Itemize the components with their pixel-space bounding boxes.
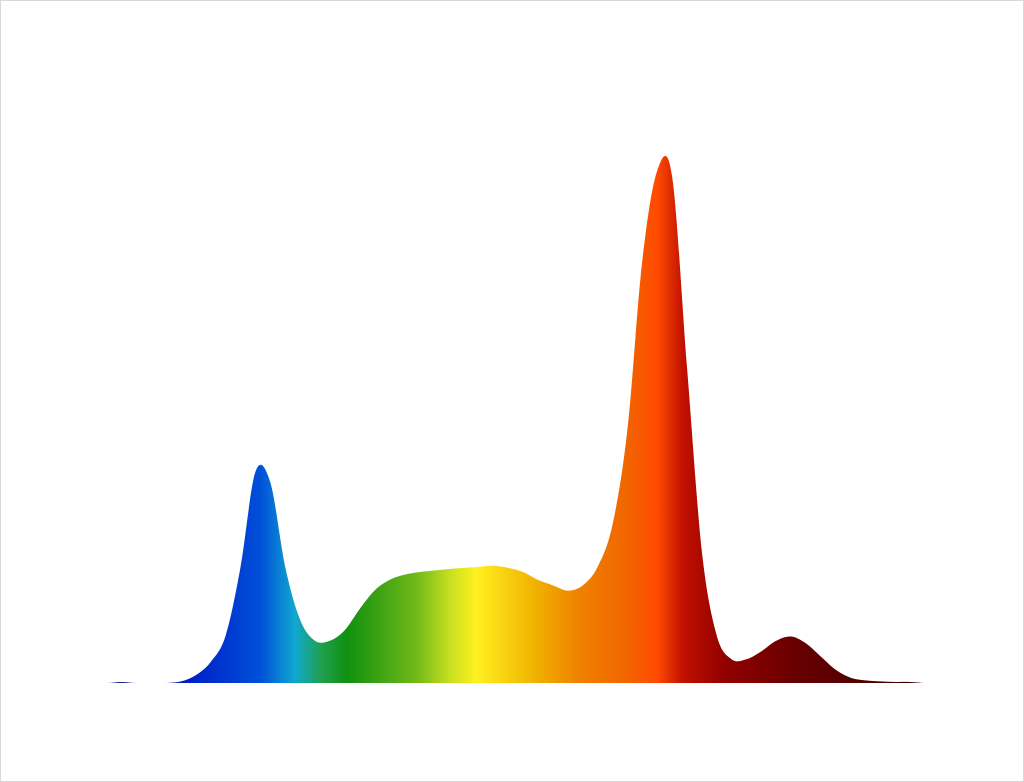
- spectrum-area: [62, 155, 925, 683]
